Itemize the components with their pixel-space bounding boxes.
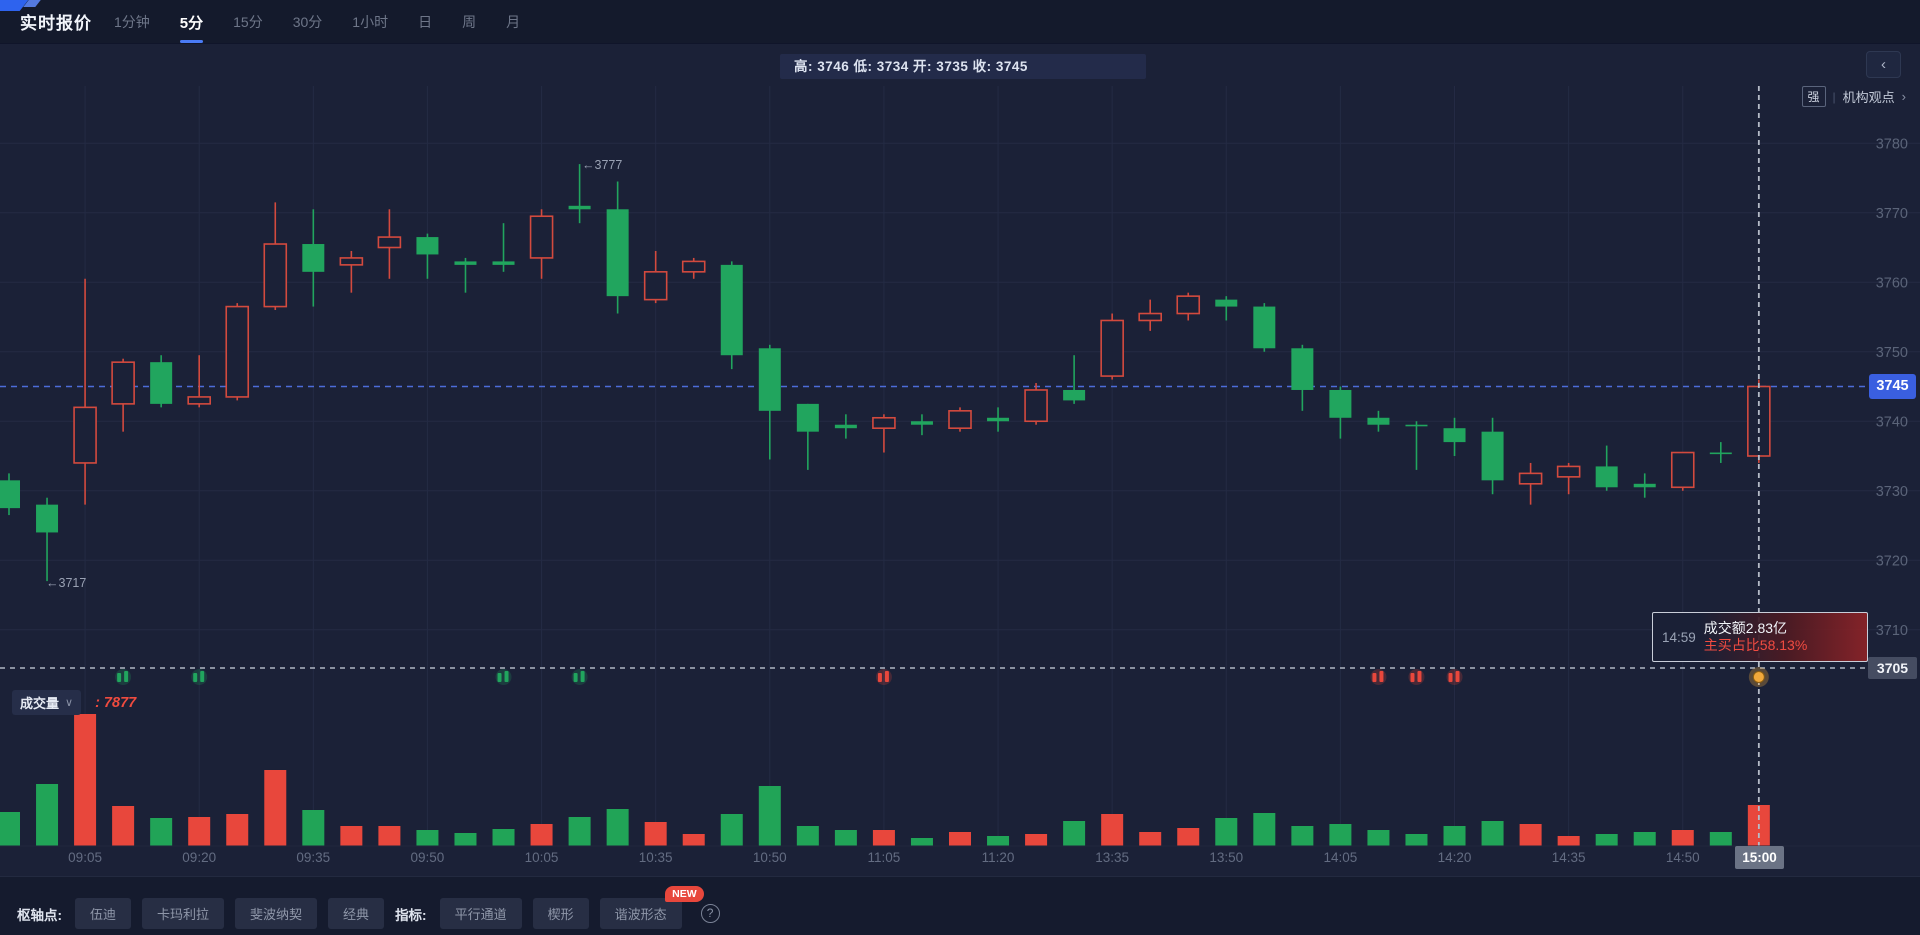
active-tab-underline [179, 39, 204, 43]
svg-text:3780: 3780 [1876, 136, 1908, 152]
indicator-button-wedge[interactable]: 楔形 [532, 898, 589, 929]
tooltip-turnover: 成交额2.83亿 [1703, 620, 1788, 636]
indicator-label: 指标: [395, 907, 427, 923]
divider: | [1832, 89, 1836, 104]
volume-value: : 7877 [95, 694, 137, 711]
page-title: 实时报价 [20, 14, 92, 33]
svg-text:14:05: 14:05 [1324, 850, 1358, 865]
svg-text:14:20: 14:20 [1438, 850, 1472, 865]
svg-text:11:05: 11:05 [868, 850, 901, 865]
indicator-harmonic-label: 谐波形态 [614, 907, 667, 922]
tab-1min[interactable]: 1分钟 [114, 14, 150, 30]
svg-text:3770: 3770 [1876, 206, 1908, 222]
help-icon[interactable]: ? [700, 904, 720, 923]
strength-badge: 强 [1801, 86, 1826, 107]
chevron-right-icon[interactable]: › [1901, 89, 1906, 104]
new-badge: NEW [665, 886, 704, 902]
indicator-button-parallel-channel[interactable]: 平行通道 [439, 898, 522, 929]
lower-marker-badge: 3705 [1868, 657, 1917, 679]
svg-text:3760: 3760 [1876, 275, 1908, 291]
volume-indicator-name: 成交量 [20, 696, 60, 711]
tab-week[interactable]: 周 [462, 14, 477, 30]
tab-15min[interactable]: 15分 [233, 14, 263, 30]
tab-5min[interactable]: 5分 [178, 6, 205, 43]
svg-text:3720: 3720 [1876, 553, 1908, 569]
high-annotation: ←3777 [582, 158, 623, 172]
tab-day[interactable]: 日 [418, 14, 433, 30]
svg-text:13:50: 13:50 [1209, 850, 1243, 865]
bottom-toolbar: 枢轴点: 伍迪 卡玛利拉 斐波纳契 经典 指标: 平行通道 楔形 谐波形态 NE… [0, 876, 1920, 935]
crosshair-tooltip: 14:59 成交额2.83亿 主买占比58.13% [1652, 612, 1868, 662]
current-price-badge: 3745 [1869, 374, 1916, 399]
low-annotation: ←3717 [46, 576, 87, 590]
pivot-button-camarilla[interactable]: 卡玛利拉 [142, 898, 225, 929]
collapse-panel-button[interactable]: ‹ [1866, 51, 1901, 78]
svg-text:09:35: 09:35 [296, 850, 330, 865]
tab-5min-label: 5分 [179, 14, 204, 32]
volume-header: 成交量 ∨ : 7877 [12, 690, 136, 715]
indicator-button-harmonic[interactable]: 谐波形态 NEW [599, 886, 704, 929]
svg-text:09:50: 09:50 [411, 850, 445, 865]
pivot-label: 枢轴点: [17, 907, 62, 923]
tab-30min[interactable]: 30分 [292, 14, 323, 30]
pivot-button-fibonacci[interactable]: 斐波纳契 [235, 898, 318, 929]
pivot-button-woodie[interactable]: 伍迪 [75, 898, 132, 929]
crosshair-time-badge: 15:00 [1735, 846, 1784, 869]
svg-text:13:35: 13:35 [1095, 850, 1129, 865]
svg-text:14:35: 14:35 [1552, 850, 1586, 865]
svg-text:3730: 3730 [1876, 484, 1908, 500]
svg-text:10:50: 10:50 [753, 850, 787, 865]
period-tabs: 1分钟 5分 15分 30分 1小时 日 周 月 [112, 0, 522, 44]
svg-text:10:05: 10:05 [525, 850, 559, 865]
svg-text:14:50: 14:50 [1666, 850, 1700, 865]
svg-text:09:20: 09:20 [182, 850, 216, 865]
svg-text:3750: 3750 [1876, 345, 1908, 361]
tooltip-buy-ratio: 主买占比58.13% [1703, 637, 1808, 653]
ohlc-readout: 高: 3746 低: 3734 开: 3735 收: 3745 [780, 54, 1146, 79]
institution-view-link[interactable]: 机构观点 [1842, 90, 1895, 105]
volume-indicator-dropdown[interactable]: 成交量 ∨ [12, 690, 82, 715]
svg-text:09:05: 09:05 [68, 850, 102, 865]
svg-text:11:20: 11:20 [982, 850, 1015, 865]
tooltip-time: 14:59 [1662, 629, 1696, 645]
chevron-left-icon: ‹ [1881, 56, 1886, 73]
svg-text:10:35: 10:35 [639, 850, 673, 865]
svg-text:3740: 3740 [1876, 414, 1908, 430]
strength-row: 强 | 机构观点 › [1801, 86, 1906, 107]
tab-month[interactable]: 月 [506, 14, 521, 30]
top-bar: 实时报价 1分钟 5分 15分 30分 1小时 日 周 月 [0, 0, 1920, 44]
pivot-button-classic[interactable]: 经典 [328, 898, 385, 929]
tab-1hour[interactable]: 1小时 [352, 14, 389, 30]
svg-text:3710: 3710 [1876, 623, 1908, 639]
chevron-down-icon: ∨ [65, 697, 74, 709]
